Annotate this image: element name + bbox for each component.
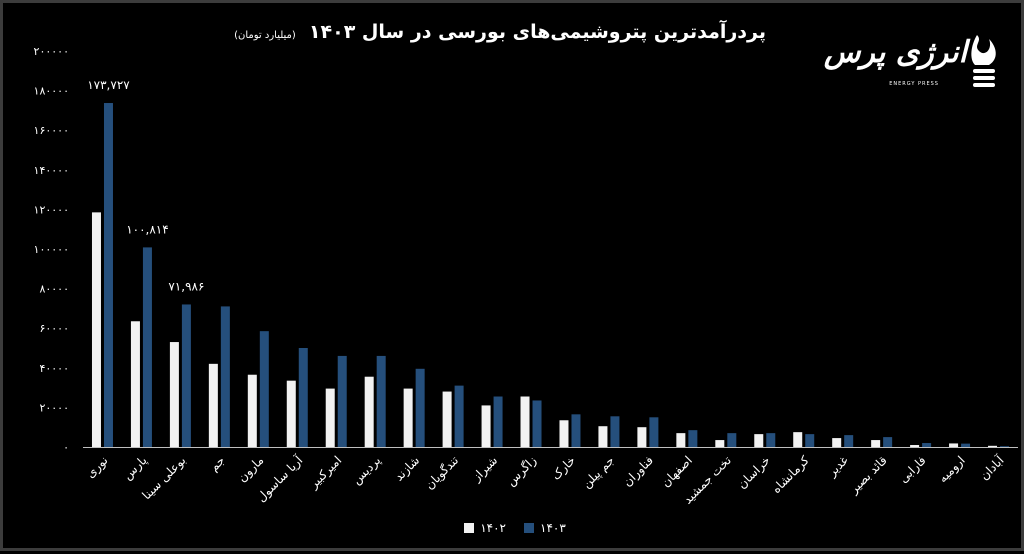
bar-1402 <box>520 396 530 447</box>
x-tick-label: جم <box>207 453 228 474</box>
bar-1403 <box>376 355 386 447</box>
x-tick-label: ارومیه <box>936 453 969 486</box>
energy-press-logo: انرژی پرس ENERGY PRESS <box>821 31 1001 93</box>
legend-item-1402: ۱۴۰۲ <box>464 521 506 535</box>
bar-1403 <box>961 443 971 447</box>
bar-1403 <box>181 304 191 447</box>
y-tick-label: ۴۰۰۰۰ <box>39 362 69 375</box>
bar-1402 <box>91 212 101 447</box>
chart-subtitle: (میلیارد تومان) <box>234 30 296 41</box>
y-tick-label: ۱۲۰۰۰۰ <box>34 203 69 216</box>
bar-1402 <box>871 440 881 447</box>
data-label: ۱۷۳,۷۲۷ <box>87 78 130 92</box>
bar-1402 <box>793 432 803 447</box>
y-tick-label: ۶۰۰۰۰ <box>39 322 69 335</box>
bar-1402 <box>442 391 452 447</box>
x-tick-label: تندگویان <box>422 453 462 493</box>
y-tick-label: ۲۰۰۰۰۰ <box>34 45 69 58</box>
x-tick-label: امیرکبیر <box>306 453 345 492</box>
legend-label-1403: ۱۴۰۳ <box>540 521 566 535</box>
bar-1402 <box>598 426 608 447</box>
bar-1403 <box>727 433 737 447</box>
x-tick-label: شیراز <box>469 453 501 485</box>
bar-1403 <box>766 433 776 447</box>
bar-1402 <box>325 388 335 447</box>
x-tick-label: جم پیلن <box>579 453 617 491</box>
bar-1402 <box>559 420 569 447</box>
bar-1402 <box>364 376 374 447</box>
bar-1402 <box>910 445 920 447</box>
x-tick-label: کرمانشاه <box>769 453 813 497</box>
y-tick-label: ۱۶۰۰۰۰ <box>34 124 69 137</box>
y-tick-label: ۱۸۰۰۰۰ <box>34 85 69 98</box>
x-tick-label: پردیس <box>349 453 384 488</box>
bar-1403 <box>688 430 698 447</box>
bar-1403 <box>493 396 503 447</box>
bar-1403 <box>532 400 542 447</box>
y-tick-label: ۲۰۰۰۰ <box>39 401 69 414</box>
bar-1402 <box>286 380 296 447</box>
bar-1402 <box>754 434 764 447</box>
bar-1403 <box>922 443 932 447</box>
y-tick-label: ۱۴۰۰۰۰ <box>34 164 69 177</box>
x-tick-label: آبادان <box>976 452 1007 483</box>
bar-1402 <box>637 427 647 447</box>
x-tick-label: خراسان <box>735 453 774 492</box>
bar-chart: ۰ ۲۰۰۰۰ ۴۰۰۰۰ ۶۰۰۰۰ ۸۰۰۰۰ ۱۰۰۰۰۰ ۱۲۰۰۰۰ ۱۴۰۰۰۰ ۱… <box>34 45 1018 507</box>
bar-1402 <box>481 405 491 447</box>
logo-text: انرژی پرس <box>823 35 968 70</box>
bar-1403 <box>610 416 620 447</box>
bar-1402 <box>832 438 842 447</box>
bar-1402 <box>403 388 413 447</box>
y-tick-label: ۱۰۰۰۰۰ <box>34 243 69 256</box>
x-tick-label: خارک <box>549 453 579 483</box>
data-label: ۱۰۰,۸۱۴ <box>126 222 169 236</box>
x-tick-label: اصفهان <box>658 453 694 489</box>
bar-1403 <box>103 103 113 447</box>
chart-title-block: پردرآمدترین پتروشیمی‌های بورسی در سال ۱۴… <box>234 21 766 43</box>
x-tick-label: پارس <box>120 453 150 483</box>
bar-1403 <box>649 417 659 447</box>
bar-1402 <box>949 443 959 447</box>
y-tick-label: ۰ <box>63 441 69 454</box>
bar-1403 <box>298 348 308 447</box>
x-tick-label: نوری <box>83 453 111 481</box>
legend-label-1402: ۱۴۰۲ <box>480 521 506 535</box>
bar-1403 <box>454 385 464 447</box>
x-tick-label: فناوران <box>620 453 657 490</box>
x-tick-label: زاگرس <box>504 453 540 489</box>
bar-1403 <box>220 306 230 447</box>
bar-1402 <box>130 321 140 447</box>
bar-1402 <box>247 374 257 447</box>
y-tick-label: ۸۰۰۰۰ <box>39 283 69 296</box>
x-tick-label: شازند <box>392 453 423 484</box>
bar-1403 <box>805 434 815 447</box>
bar-1402 <box>988 445 998 447</box>
bar-1402 <box>676 433 686 447</box>
bar-1403 <box>571 414 581 447</box>
flame-icon <box>971 35 996 87</box>
chart-title: پردرآمدترین پتروشیمی‌های بورسی در سال ۱۴… <box>308 21 766 43</box>
x-tick-label: مارون <box>235 453 267 485</box>
data-label: ۷۱,۹۸۶ <box>168 279 204 293</box>
logo-subtext: ENERGY PRESS <box>889 81 939 87</box>
bar-1403 <box>415 368 425 447</box>
legend-item-1403: ۱۴۰۳ <box>524 521 566 535</box>
bar-1402 <box>208 363 218 447</box>
bar-1403 <box>259 331 269 447</box>
bar-1403 <box>142 247 152 447</box>
bar-1403 <box>883 437 893 447</box>
legend-swatch-1403 <box>524 523 534 533</box>
x-tick-label: فارابی <box>896 453 929 486</box>
bar-1402 <box>715 440 725 447</box>
legend-swatch-1402 <box>464 523 475 533</box>
x-tick-label: قائد بصیر <box>846 453 890 497</box>
bar-1403 <box>844 435 854 447</box>
bar-1402 <box>169 342 179 447</box>
bar-1403 <box>337 355 347 447</box>
bar-1403 <box>1000 446 1010 447</box>
chart-legend: ۱۴۰۲ ۱۴۰۳ <box>3 521 1024 535</box>
x-tick-label: غدیر <box>824 453 851 480</box>
